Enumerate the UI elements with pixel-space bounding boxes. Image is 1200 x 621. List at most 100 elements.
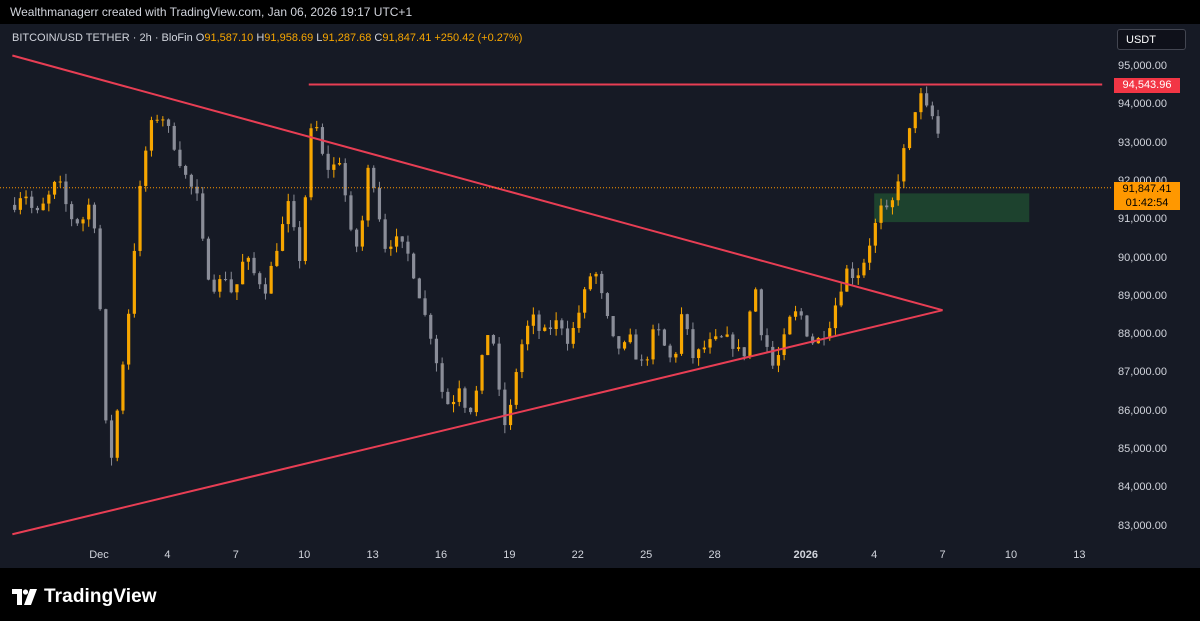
candle-body [474,390,478,413]
candle-body [241,261,245,285]
candle-body [537,314,541,331]
candle-body [70,204,74,220]
candle-body [366,167,370,221]
candle-body [394,236,399,247]
candle-body [24,196,28,199]
candle-body [873,222,877,246]
candle-body [58,181,62,183]
currency-button[interactable]: USDT [1117,29,1186,50]
candle-body [811,336,815,344]
candle-body [725,334,729,337]
candle-body [628,334,632,343]
candle-body [178,149,182,166]
candle-body [252,257,256,274]
time-tick-label: 25 [640,549,653,561]
chart-canvas[interactable] [0,24,1200,568]
candle-body [788,316,792,335]
candle-body [280,224,285,251]
candle-body [896,181,900,201]
candle-body [868,245,872,263]
price-tick-label: 85,000.00 [1118,443,1167,455]
candle-body [35,207,40,211]
candle-body [349,195,353,230]
candle-body [383,219,387,249]
candle-body [377,187,382,220]
candle-body [229,279,233,293]
candle-body [805,315,809,337]
candle-body [543,327,547,331]
candle-body [30,196,34,208]
price-tick-label: 83,000.00 [1118,519,1167,532]
candle-body [754,289,758,312]
candle-body [389,246,393,249]
legend-open-value: 91,587.10 [204,32,254,44]
candle-body [469,407,473,413]
candle-body [184,165,188,175]
price-tick-label: 89,000.00 [1118,289,1167,302]
candle-body [292,201,296,228]
candle-body [92,204,97,229]
candle-body [799,311,803,316]
price-tick-label: 94,000.00 [1118,98,1167,111]
candle-body [514,372,518,405]
time-tick-label: 13 [1073,549,1086,561]
candle-body [372,167,376,188]
candle-body [503,389,507,426]
candle-body [526,325,530,345]
candle-body [400,236,404,242]
candle-body [531,314,535,326]
candle-body [161,119,165,121]
candle-body [212,279,216,292]
candle-body [423,298,427,315]
candle-body [172,125,176,150]
time-tick-label: Dec [89,549,109,561]
candle-body [315,127,319,129]
candle-body [343,163,347,196]
legend-close-value: 91,847.41 [382,32,432,44]
candle-body [144,150,148,186]
tradingview-logo-icon [12,589,37,605]
time-tick-label: 10 [1004,549,1018,561]
candle-body [913,112,917,129]
candle-body [463,388,467,408]
candle-body [930,105,934,117]
candle-body [446,391,450,405]
price-tick-label: 91,000.00 [1118,213,1167,226]
candle-body [879,205,883,223]
candle-body [828,328,832,339]
candle-body [440,363,444,392]
candle-body [235,284,239,293]
chart-panel[interactable] [0,24,1200,568]
candle-body [360,220,364,247]
price-tick-label: 86,000.00 [1118,404,1167,417]
candle-body [18,198,22,210]
time-tick-label: 19 [503,549,516,561]
candle-body [617,336,621,349]
candle-body [149,120,154,151]
candle-body [634,334,638,360]
candle-body [611,316,615,337]
candles-layer [13,86,940,466]
candle-body [925,93,929,106]
legend-low-value: 91,287.68 [322,32,372,44]
trendlines-layer [0,54,1112,536]
time-tick-label: 22 [571,549,584,561]
candle-body [47,194,51,204]
candle-body [565,328,570,344]
candle-body [155,119,159,121]
candle-body [206,238,211,280]
time-tick-label: 28 [708,549,721,561]
candle-body [936,116,940,134]
triangle-lower-line [12,309,943,536]
tradingview-logo[interactable]: TradingView [12,586,157,608]
candle-body [497,343,501,390]
time-tick-label: 4 [164,549,171,561]
candle-body [674,353,678,358]
candle-body [486,335,490,356]
candle-body [548,327,553,330]
time-tick-label: 7 [232,549,239,561]
candle-body [41,203,45,211]
support-zone-layer [874,193,1030,223]
candle-body [605,293,610,317]
candle-body [263,284,268,294]
